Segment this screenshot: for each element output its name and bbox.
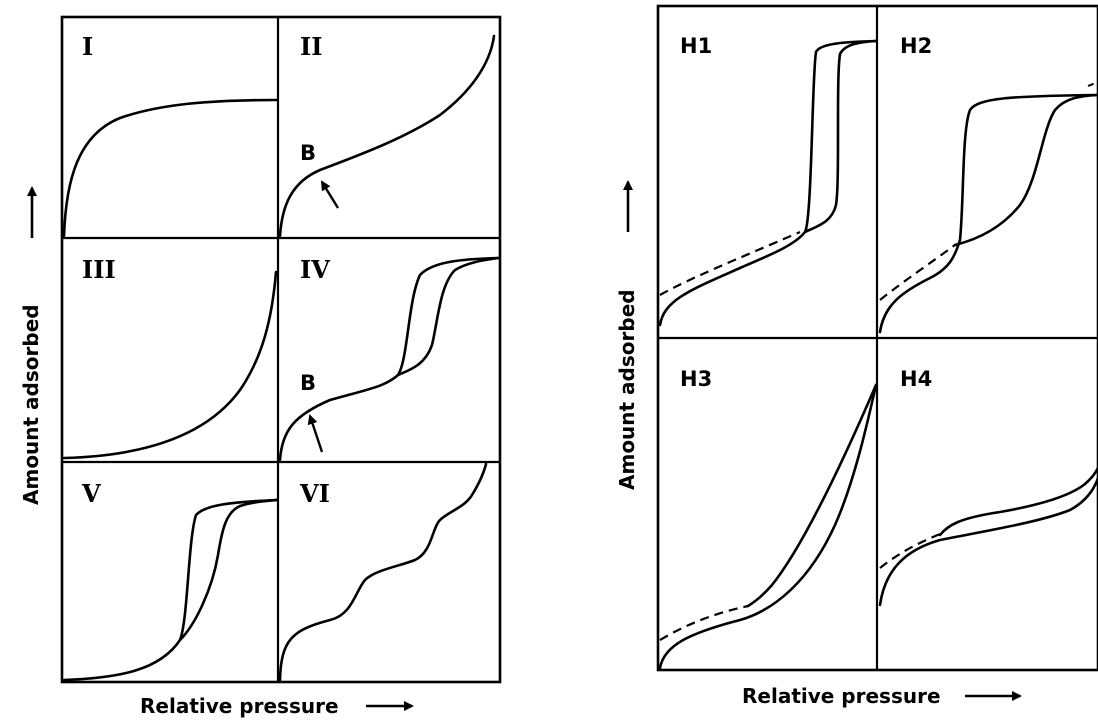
panel-label-h3: H3 [680,367,712,391]
panel-type-vi: VI [278,462,488,682]
panel-hysteresis-h4: H4 [878,367,1098,607]
isotherm-adsorption-branch-iv [278,256,500,462]
isotherm-curve-i [62,98,279,238]
hysteresis-dashed-h2 [879,244,956,301]
panel-type-ii: II B [278,32,496,238]
isotherm-desorption-branch-iv [396,256,500,377]
left-y-axis-label: Amount adsorbed [19,304,43,505]
panel-label-iii: III [82,255,116,284]
point-b-label-iv: B [300,371,316,395]
hysteresis-desorption-h3 [746,383,878,608]
hysteresis-adsorption-h2 [878,93,1098,334]
panel-label-ii: II [300,32,322,61]
hysteresis-dashed-h4 [879,530,946,569]
isotherm-curve-ii [278,34,496,238]
panel-label-h1: H1 [680,34,712,58]
panel-label-iv: IV [300,255,330,284]
hysteresis-adsorption-h3 [658,383,878,670]
panel-label-v: V [81,479,101,508]
hysteresis-adsorption-h1 [658,39,878,327]
right-y-axis-label: Amount adsorbed [615,289,639,490]
panel-label-h4: H4 [900,367,932,391]
panel-hysteresis-h2: H2 [878,34,1098,334]
point-b-arrow-ii [320,180,340,209]
hysteresis-dashed-h1 [659,230,801,296]
hysteresis-desorption-h1 [803,39,878,234]
isotherm-adsorption-branch-v [62,498,279,682]
panel-type-i: I [62,32,279,238]
point-b-arrow-iv [307,414,324,453]
panel-type-iii: III [62,255,278,460]
isotherm-curve-iii [62,270,278,460]
panel-label-vi: VI [299,479,330,508]
panel-label-i: I [82,32,93,61]
panel-label-h2: H2 [900,34,932,58]
left-x-axis-label: Relative pressure [140,694,339,718]
panel-hysteresis-h1: H1 [658,34,878,327]
left-grid-frame [60,15,502,684]
hysteresis-desorption-h4 [938,466,1098,537]
hysteresis-adsorption-h4 [878,476,1098,607]
isotherm-types-grid: I II B III IV B V [19,15,502,718]
hysteresis-dashed-tail-h2 [1087,81,1098,87]
hysteresis-desorption-h2 [953,93,1098,247]
panel-type-v: V [62,479,279,682]
isotherm-desorption-branch-v [178,498,279,642]
point-b-label-ii: B [300,141,316,165]
panel-hysteresis-h3: H3 [658,367,878,670]
isotherm-curve-vi [278,462,488,682]
hysteresis-types-grid: H1 H2 H3 H4 Relative pressur [615,4,1098,708]
hysteresis-dashed-h3 [659,604,749,641]
right-x-axis-label: Relative pressure [742,684,941,708]
panel-type-iv: IV B [278,255,500,462]
